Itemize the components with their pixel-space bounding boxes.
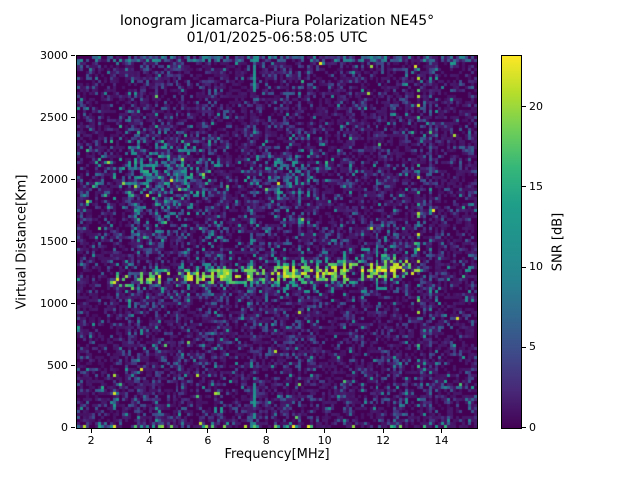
chart-title-line2: 01/01/2025-06:58:05 UTC bbox=[186, 30, 368, 46]
x-tick-mark bbox=[207, 429, 209, 433]
y-tick-mark bbox=[71, 179, 75, 180]
y-tick-mark bbox=[71, 241, 75, 242]
x-tick-label: 8 bbox=[262, 434, 270, 447]
y-tick-label: 3000 bbox=[40, 48, 68, 62]
y-tick-label: 2000 bbox=[40, 172, 68, 186]
colorbar-tick-label: 0 bbox=[529, 420, 536, 434]
y-tick-mark bbox=[71, 55, 75, 56]
colorbar-tick-mark bbox=[522, 266, 526, 268]
x-tick-mark bbox=[440, 429, 442, 433]
x-axis-label: Frequency[MHz] bbox=[224, 447, 330, 462]
x-tick-label: 6 bbox=[204, 434, 212, 447]
y-tick-label: 500 bbox=[47, 358, 68, 372]
chart-title-line1: Ionogram Jicamarca-Piura Polarization NE… bbox=[119, 13, 435, 29]
y-tick-mark bbox=[71, 117, 75, 118]
chart-title: Ionogram Jicamarca-Piura Polarization NE… bbox=[77, 13, 477, 47]
y-tick-label: 1500 bbox=[40, 234, 68, 248]
colorbar-tick-mark bbox=[522, 346, 526, 348]
y-tick-mark bbox=[71, 303, 75, 304]
x-tick-mark bbox=[265, 429, 267, 433]
x-tick-label: 14 bbox=[434, 434, 449, 447]
y-tick-label: 0 bbox=[61, 420, 68, 434]
x-tick-label: 10 bbox=[317, 434, 332, 447]
colorbar-tick-label: 20 bbox=[529, 99, 543, 113]
ionogram-heatmap bbox=[77, 56, 477, 428]
x-tick-label: 2 bbox=[87, 434, 95, 447]
x-tick-label: 12 bbox=[376, 434, 391, 447]
colorbar-label: SNR [dB] bbox=[550, 212, 566, 272]
colorbar-gradient bbox=[502, 56, 521, 428]
colorbar bbox=[501, 55, 522, 429]
y-tick-mark bbox=[71, 427, 75, 428]
y-tick-mark bbox=[71, 365, 75, 366]
colorbar-tick-label: 5 bbox=[529, 340, 536, 354]
colorbar-tick-label: 15 bbox=[529, 179, 543, 193]
y-tick-label: 2500 bbox=[40, 110, 68, 124]
colorbar-tick-label: 10 bbox=[529, 260, 543, 274]
plot-area bbox=[76, 55, 478, 429]
x-tick-mark bbox=[90, 429, 92, 433]
colorbar-tick-mark bbox=[522, 186, 526, 188]
x-tick-label: 4 bbox=[145, 434, 153, 447]
y-tick-label: 1000 bbox=[40, 296, 68, 310]
x-tick-mark bbox=[148, 429, 150, 433]
colorbar-tick-mark bbox=[522, 106, 526, 108]
colorbar-tick-mark bbox=[522, 427, 526, 428]
x-tick-mark bbox=[324, 429, 326, 433]
x-tick-mark bbox=[382, 429, 384, 433]
